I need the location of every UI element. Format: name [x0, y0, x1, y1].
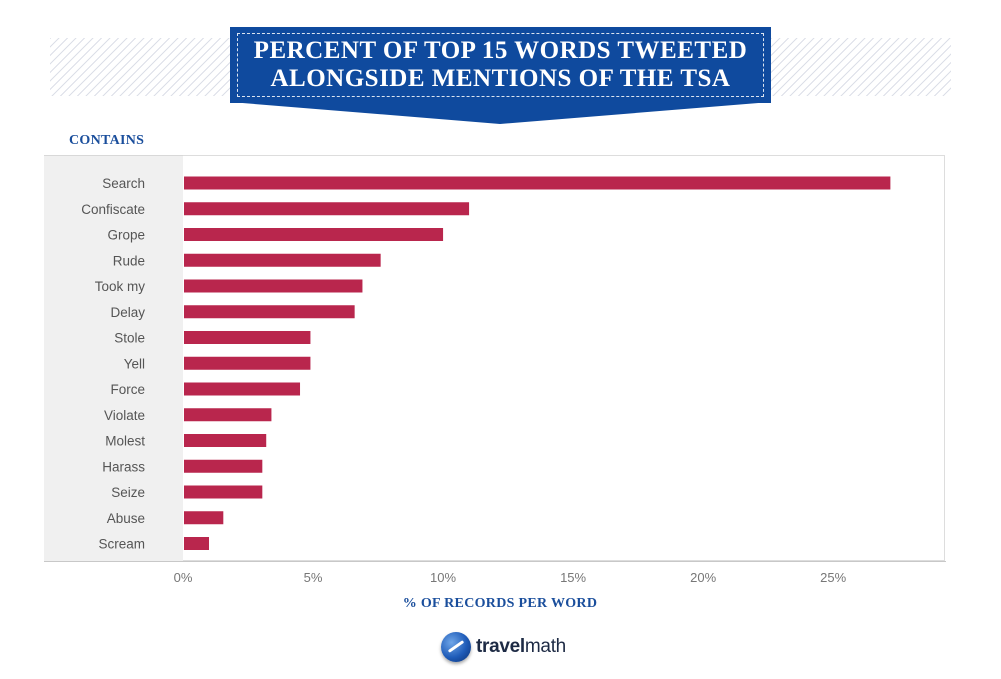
category-label: Harass [102, 459, 145, 474]
bar-grope [184, 228, 444, 241]
bar-search [184, 176, 891, 190]
bar-yell [184, 356, 311, 370]
category-axis-header: CONTAINS [69, 133, 145, 148]
category-panel [44, 155, 183, 562]
bar-rude [184, 253, 381, 267]
x-axis-line [44, 561, 946, 562]
title-banner-stitch [237, 33, 764, 97]
category-label: Molest [105, 434, 145, 449]
bar-scream [184, 537, 210, 550]
bar-seize [184, 485, 263, 499]
chart-title: PERCENT OF TOP 15 WORDS TWEETED ALONGSID… [253, 37, 748, 92]
x-tick-label: 25% [820, 570, 846, 585]
bar-confiscate [184, 202, 470, 216]
banner-hatch-left [50, 38, 232, 96]
x-tick-label: 5% [304, 570, 323, 585]
category-label: Violate [104, 408, 145, 423]
bar-violate [184, 408, 272, 422]
x-tick-label: 15% [560, 570, 586, 585]
bar-molest [184, 434, 267, 447]
title-banner-tail [230, 102, 771, 124]
category-label: Delay [110, 305, 145, 320]
bar-delay [184, 305, 355, 319]
logo-wordmark: travelmath [476, 636, 566, 657]
category-label: Yell [124, 356, 145, 371]
bar-took-my [184, 279, 363, 293]
bar-force [184, 382, 301, 396]
x-tick-label: 20% [690, 570, 716, 585]
banner-hatch-right [771, 38, 951, 96]
x-tick-label: 0% [174, 570, 193, 585]
x-axis-title: % OF RECORDS PER WORD [402, 596, 598, 611]
category-label: Search [102, 176, 145, 191]
bar-abuse [184, 511, 224, 525]
category-label: Abuse [107, 511, 145, 526]
category-label: Took my [95, 279, 146, 294]
category-label: Grope [107, 228, 145, 243]
bar-harass [184, 459, 263, 473]
category-label: Seize [111, 485, 145, 500]
travelmath-logo: travelmath [441, 627, 566, 667]
category-label: Stole [114, 331, 145, 346]
globe-icon [441, 632, 471, 662]
x-tick-label: 10% [430, 570, 456, 585]
category-label: Force [110, 382, 145, 397]
title-banner [230, 27, 771, 103]
category-label: Scream [98, 537, 145, 552]
category-label: Confiscate [81, 202, 145, 217]
bar-stole [184, 331, 311, 344]
category-label: Rude [113, 253, 145, 268]
